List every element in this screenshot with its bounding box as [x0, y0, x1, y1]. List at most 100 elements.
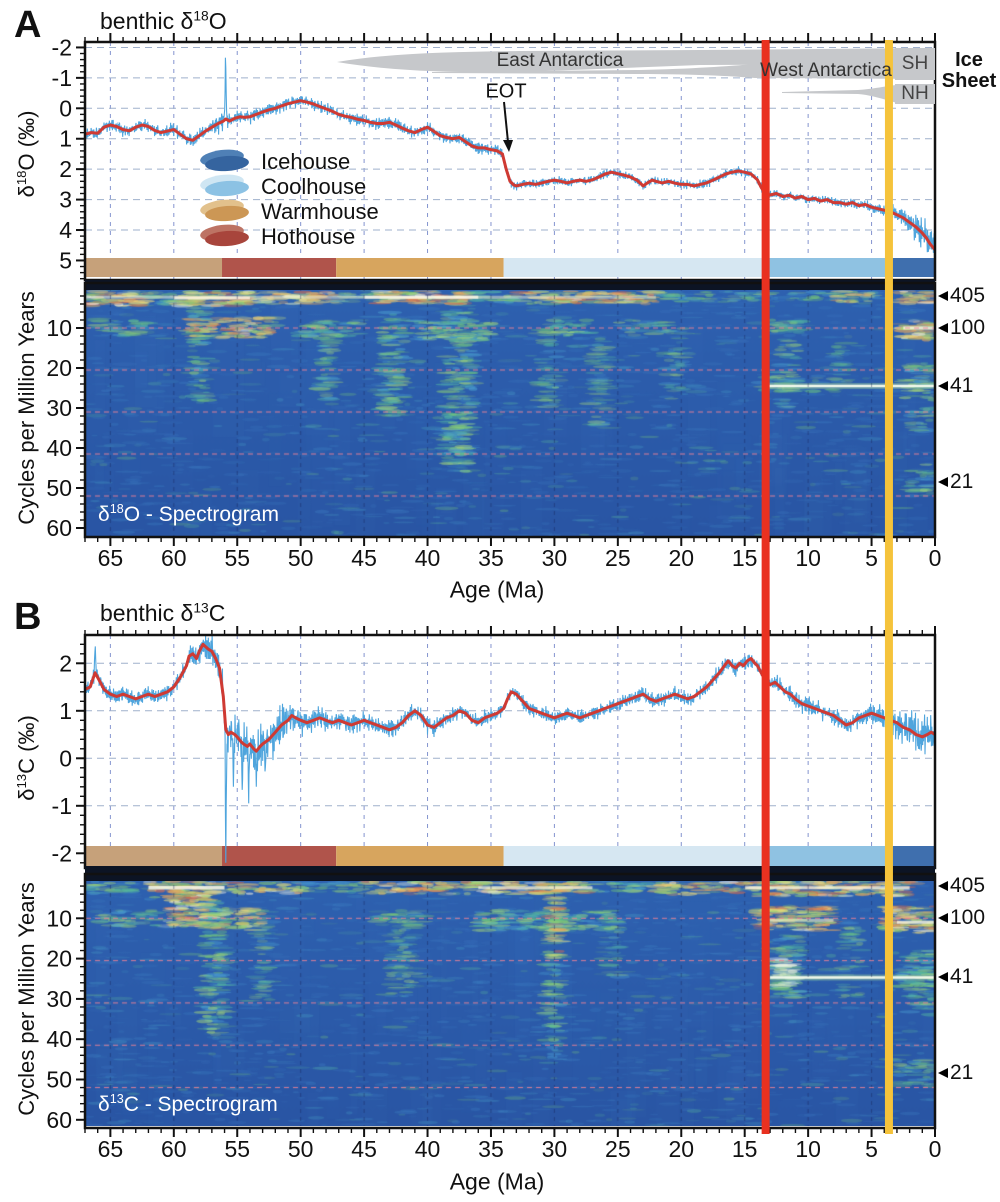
climate-state-bar-warmhouse [85, 258, 223, 277]
spectrogram-frame [83, 872, 937, 1130]
panel-b-title-pre: benthic δ [100, 600, 194, 626]
period-arrow-label: 41 [950, 374, 974, 397]
ylabel-pre: δ [14, 185, 40, 198]
x-tick-label: 60 [161, 545, 187, 571]
legend-item-hothouse: Hothouse [199, 222, 355, 249]
period-arrow-label: 41 [950, 964, 974, 988]
spec-y-tick-label: 20 [46, 946, 72, 972]
left-arrow-icon [938, 971, 948, 982]
sh-label: SH [901, 53, 929, 74]
sh-box [895, 48, 935, 80]
period-arrow-405: 405 [938, 284, 985, 308]
climate-state-bar-icehouse [889, 258, 935, 277]
spec-a-sup: 18 [109, 502, 124, 516]
spectrogram-frame [83, 281, 937, 539]
marker-vline-3.63Ma [884, 40, 893, 1134]
x-tick-label: 45 [351, 1136, 377, 1162]
y-tick-label: 5 [59, 247, 72, 273]
left-arrow-icon [938, 291, 948, 301]
period-arrow-100: 100 [938, 316, 985, 340]
spectrogram-b-label: δ13C - Spectrogram [98, 1092, 278, 1117]
spec-b-post: C - Spectrogram [123, 1093, 278, 1116]
climate-state-bar-coolhouse [503, 258, 765, 277]
y-tick-label: 1 [59, 698, 72, 724]
panel-b-label: B [14, 596, 42, 638]
x-tick-label: 30 [542, 545, 568, 571]
x-tick-label: 60 [161, 1136, 187, 1162]
ylabel-b-post: C (‰) [14, 715, 40, 774]
line-panel-benthic-d18O: -2 -1 0 1 2 3 4 5 [52, 33, 937, 282]
climate-state-bar-coolhouse [765, 846, 890, 866]
left-arrow-icon [938, 913, 948, 924]
spectrogram-a-label: δ18O - Spectrogram [98, 502, 279, 527]
spec-y-tick-label: 30 [46, 986, 72, 1012]
x-tick-label: 15 [732, 1136, 758, 1162]
smoothed-curve [86, 642, 934, 753]
panel-b-y-axis-label: δ13C (‰) [14, 715, 40, 801]
smoothed-curve [86, 99, 934, 251]
climate-state-bar-icehouse [889, 846, 935, 866]
period-arrow-label: 405 [950, 284, 986, 307]
spec-y-tick-label: 10 [46, 905, 72, 931]
spec-y-tick-label: 10 [46, 315, 72, 341]
nh-label: NH [901, 83, 929, 104]
y-tick-label: 1 [59, 126, 72, 152]
left-arrow-icon [938, 381, 948, 391]
climate-state-bar-warmhouse [85, 846, 223, 866]
eot-arrow-head [503, 140, 513, 152]
spectrogram-a-y-axis-label: Cycles per Million Years [14, 291, 39, 525]
y-tick-label: 0 [59, 95, 72, 121]
spec-y-tick-label: 40 [46, 1026, 72, 1052]
spec-y-tick-label: 40 [46, 435, 72, 461]
marker-vline-13.35Ma [761, 40, 770, 1134]
ylabel-sup: 18 [13, 170, 29, 186]
period-arrow-405: 405 [938, 874, 985, 898]
legend-item-icehouse: Icehouse [199, 147, 350, 174]
climate-blob-icon [199, 197, 250, 223]
climate-state-bar-warmhouse [336, 846, 504, 866]
panel-frame [83, 633, 937, 870]
x-tick-label: 55 [224, 1136, 250, 1162]
x-tick-label: 25 [605, 1136, 631, 1162]
spectrogram-a-canvas [86, 287, 934, 536]
ylabel-post: O (‰) [14, 110, 40, 171]
west-antarctica-band [432, 61, 935, 79]
x-tick-label: 10 [795, 545, 821, 571]
y-tick-label: -1 [52, 793, 72, 819]
x-tick-label: 0 [929, 545, 942, 571]
period-arrow-21: 21 [938, 470, 973, 494]
y-tick-label: 3 [59, 187, 72, 213]
y-tick-label: 2 [59, 650, 72, 676]
curves [86, 636, 934, 863]
x-tick-label: 35 [478, 545, 504, 571]
spec-y-tick-label: 50 [46, 1067, 72, 1093]
spec-a-pre: δ [98, 503, 110, 526]
y-tick-label: 0 [59, 745, 72, 771]
x-tick-label: 55 [224, 545, 250, 571]
x-tick-label: 0 [929, 1136, 942, 1162]
ylabel-b-sup: 13 [13, 773, 29, 789]
climate-state-bar-coolhouse [503, 846, 765, 866]
spec-y-tick-label: 30 [46, 395, 72, 421]
legend-item-warmhouse: Warmhouse [199, 197, 379, 224]
ice-sheet-line2: Sheet [941, 70, 997, 92]
x-tick-label: 5 [865, 545, 878, 571]
climate-blob-icon [199, 172, 250, 198]
spec-y-tick-label: 60 [46, 515, 72, 541]
period-arrow-label: 100 [950, 906, 986, 930]
panel-a-title-post: O [208, 8, 227, 34]
legend-label: Warmhouse [261, 199, 379, 224]
panel-a-y-axis-label: δ18O (‰) [14, 111, 40, 198]
spec-y-tick-label: 20 [46, 355, 72, 381]
panel-a-title: benthic δ18O [100, 8, 227, 35]
panel-b-title-sup: 13 [193, 600, 209, 616]
left-arrow-icon [938, 881, 948, 892]
spec-b-sup: 13 [109, 1092, 124, 1106]
x-tick-label: 30 [542, 1136, 568, 1162]
left-arrow-icon [938, 1068, 948, 1079]
ice-sheet-label: Ice Sheet [938, 50, 1000, 92]
climate-state-bar-hothouse [222, 258, 337, 277]
